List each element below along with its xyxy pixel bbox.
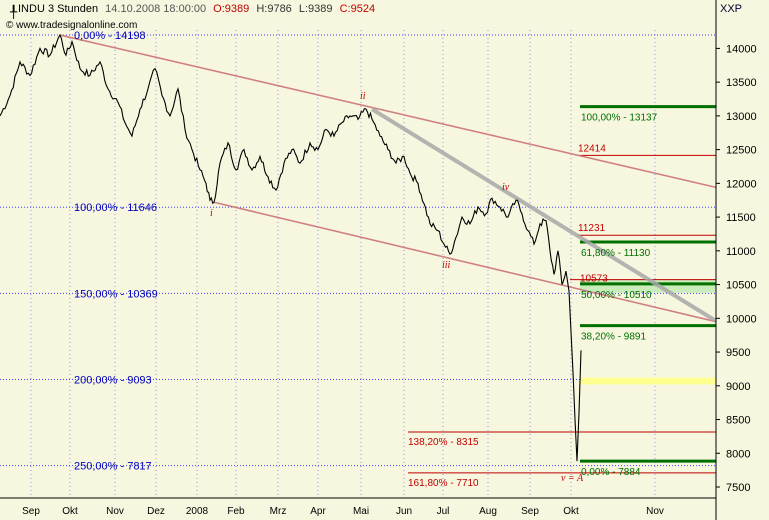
x-tick-label: Feb — [227, 506, 245, 517]
open-value: O:9389 — [213, 3, 250, 15]
wave-label: v = A — [561, 473, 584, 484]
x-tick-label: Apr — [310, 506, 326, 517]
crosshair-icon[interactable]: ╀ — [10, 5, 18, 19]
y-tick-label: 8500 — [726, 415, 750, 427]
red-level-label: 161,80% - 7710 — [408, 478, 479, 489]
x-tick-label: 2008 — [186, 506, 209, 517]
x-tick-label: Jun — [396, 506, 412, 517]
y-tick-label: 11000 — [726, 246, 756, 258]
y-tick-label: 12500 — [726, 145, 757, 157]
y-tick-label: 14000 — [726, 43, 757, 55]
low-value: L:9389 — [298, 3, 333, 15]
wave-label: iii — [442, 260, 451, 271]
x-tick-label: Sep — [521, 506, 539, 517]
right-fib-label: 100,00% - 13137 — [581, 113, 658, 124]
datetime-label: 14.10.2008 18:00:00 — [105, 3, 207, 15]
red-level-label: 138,20% - 8315 — [408, 437, 479, 448]
right-fib-label: 50,00% - 10510 — [581, 290, 652, 301]
left-fib-label: 150,00% - 10369 — [74, 288, 158, 300]
price-line — [0, 33, 582, 462]
yellow-zone — [580, 377, 716, 385]
y-tick-label: 10500 — [726, 280, 757, 292]
y-tick-label: 11500 — [726, 212, 756, 224]
grid-layer — [0, 30, 716, 498]
y-tick-label: 7500 — [726, 482, 750, 494]
wave-label: iv — [502, 182, 510, 193]
right-fib-label: 0,00% - 7884 — [581, 467, 641, 478]
wave-label: ii — [360, 91, 366, 102]
right-fib-label: 38,20% - 9891 — [581, 332, 646, 343]
red-level-label: 12414 — [578, 143, 606, 154]
x-tick-label: Nov — [646, 506, 664, 517]
y-tick-label: 10000 — [726, 313, 757, 325]
lower-channel-line — [213, 201, 717, 323]
x-tick-label: Okt — [563, 506, 579, 517]
x-tick-label: Mai — [353, 506, 369, 517]
chart-header: ╀ INDU 3 Stunden 14.10.2008 18:00:00 O:9… — [0, 0, 760, 34]
symbol-label[interactable]: INDU 3 Stunden — [18, 3, 99, 15]
x-tick-label: Aug — [479, 506, 497, 517]
close-value: C:9524 — [339, 3, 376, 15]
y-tick-label: 9000 — [726, 381, 750, 393]
gray-trend-line — [370, 107, 718, 323]
y-tick-label: 13500 — [726, 77, 757, 89]
y-tick-label: 8000 — [726, 448, 750, 460]
high-value: H:9786 — [256, 3, 292, 15]
wave-label: i — [210, 208, 213, 219]
label-layer: 0,00% - 14198 100,00% - 11646 150,00% - 10… — [74, 30, 658, 489]
x-tick-label: Nov — [106, 506, 124, 517]
y-tick-label: 9500 — [726, 347, 750, 359]
left-fib-label: 100,00% - 11646 — [74, 202, 157, 214]
price-layer — [0, 33, 582, 462]
x-tick-label: Dez — [147, 506, 165, 517]
y-tick-label: 13000 — [726, 111, 757, 123]
left-fib-label: 0,00% - 14198 — [74, 30, 146, 42]
upper-channel-line — [59, 34, 717, 189]
red-level-label: 10573 — [580, 274, 608, 285]
ohlc-line: ╀ INDU 3 Stunden 14.10.2008 18:00:00 O:9… — [6, 3, 379, 19]
left-fib-label: 200,00% - 9093 — [74, 375, 152, 387]
watermark-text: © www.tradesignalonline.com — [6, 20, 138, 31]
trendline-layer — [59, 34, 718, 323]
y-tick-label: 12000 — [726, 178, 757, 190]
x-tick-label: Okt — [62, 506, 78, 517]
corner-label: XXP — [720, 3, 743, 15]
x-tick-label: Mrz — [270, 506, 287, 517]
x-tick-label: Sep — [22, 506, 40, 517]
red-level-label: 11231 — [578, 223, 606, 234]
x-tick-label: Jul — [437, 506, 450, 517]
right-fib-label: 61,80% - 11130 — [581, 248, 651, 259]
left-fib-label: 250,00% - 7817 — [74, 461, 152, 473]
level-layer — [408, 105, 716, 474]
